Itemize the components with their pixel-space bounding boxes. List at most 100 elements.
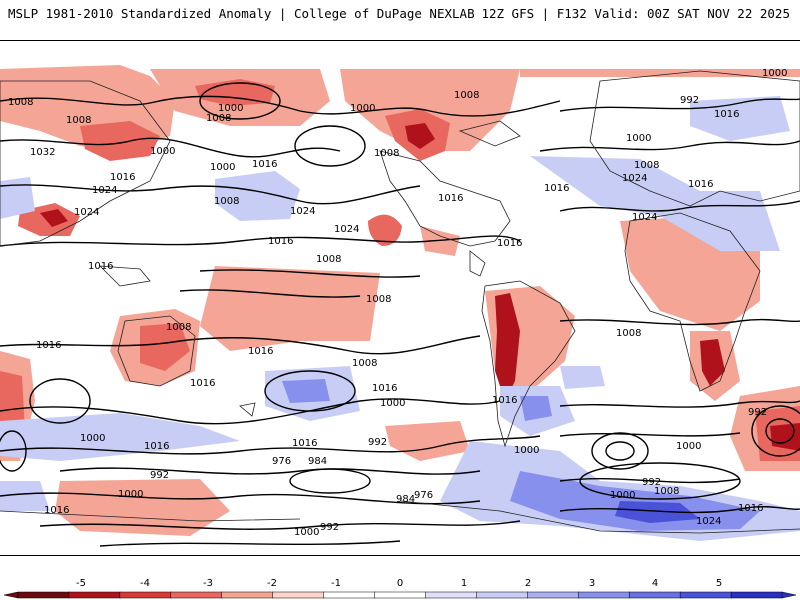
isobar	[0, 435, 541, 455]
isobar-closed	[264, 370, 356, 412]
continent-outline	[624, 212, 761, 392]
anomaly-area	[520, 396, 552, 421]
isobar-label: 1016	[544, 183, 569, 194]
isobar-label: 976	[272, 456, 291, 467]
isobar-label: 1016	[252, 159, 277, 170]
colorbar-segment	[119, 591, 172, 599]
isobar-label: 1016	[497, 238, 522, 249]
colorbar-min-arrow	[3, 591, 19, 599]
isobar-label: 1000	[294, 527, 319, 538]
anomaly-area	[0, 481, 50, 511]
colorbar-tick-label: 0	[397, 578, 403, 589]
colorbar-segment	[221, 591, 274, 599]
isobar-label: 1000	[676, 441, 701, 452]
coastlines	[0, 70, 800, 534]
isobar-closed	[591, 432, 649, 470]
isobar	[0, 235, 521, 247]
anomaly-area	[368, 214, 402, 246]
anomaly-area	[560, 366, 605, 389]
isobar-label: 1016	[688, 179, 713, 190]
colorbar-segment	[272, 591, 325, 599]
colorbar-tick-label: -2	[267, 578, 277, 589]
colorbar-segment	[476, 591, 529, 599]
isobar-label: 1016	[110, 172, 135, 183]
isobar	[59, 467, 481, 475]
isobar-closed	[289, 468, 371, 494]
colorbar-tick-label: 2	[525, 578, 531, 589]
continent-outline	[117, 315, 196, 387]
continent-outline	[469, 250, 486, 277]
anomaly-area	[510, 471, 760, 531]
continent-outline	[589, 70, 800, 207]
isobar-label: 1000	[610, 490, 635, 501]
isobar-label: 1008	[214, 196, 239, 207]
anomaly-area	[140, 323, 190, 371]
isobar-label: 1000	[626, 133, 651, 144]
isobar-label: 1016	[144, 441, 169, 452]
isobar-label: 1000	[380, 398, 405, 409]
anomaly-area	[195, 79, 275, 106]
continent-outline	[239, 402, 256, 417]
isobar	[559, 98, 800, 112]
anomaly-area	[340, 69, 520, 151]
isobar-label: 1024	[290, 206, 315, 217]
isobar-label: 984	[396, 494, 415, 505]
isobar-label: 1008	[166, 322, 191, 333]
isobar-label: 1032	[30, 147, 55, 158]
anomaly-area	[405, 123, 435, 149]
isobar-label: 1024	[632, 212, 657, 223]
isobar	[0, 184, 421, 205]
colorbar-tick-label: -4	[140, 578, 150, 589]
isobar-label: 992	[748, 407, 767, 418]
isobar-label: 1008	[352, 358, 377, 369]
isobar-closed	[294, 125, 366, 167]
isobar	[539, 140, 800, 152]
isobar-label: 1024	[696, 516, 721, 527]
colorbar-segment	[628, 591, 681, 599]
isobar-label: 1008	[206, 113, 231, 124]
isobar-label: 1016	[88, 261, 113, 272]
anomaly-area	[215, 171, 300, 221]
isobar-label: 1008	[374, 148, 399, 159]
colorbar-segment	[374, 591, 427, 599]
anomaly-area	[282, 379, 330, 403]
colorbar-tick-label: 3	[589, 578, 595, 589]
isobar-label: 1016	[268, 236, 293, 247]
isobar	[0, 492, 481, 505]
isobar-closed	[751, 405, 800, 457]
isobar	[0, 335, 481, 355]
colorbar-segment	[170, 591, 223, 599]
anomaly-area	[0, 413, 240, 461]
isobar-closed	[579, 462, 741, 500]
anomaly-shading	[0, 65, 800, 541]
isobar-label: 1024	[74, 207, 99, 218]
isobar-label: 1016	[492, 395, 517, 406]
isobar-label: 1008	[366, 294, 391, 305]
isobar-closed	[605, 441, 635, 461]
isobar-label: 1016	[36, 340, 61, 351]
isobar-closed	[765, 418, 795, 444]
isobar-label: 1016	[44, 505, 69, 516]
colorbar-tick-label: 5	[716, 578, 722, 589]
map-panel: 1008 1008 1032 1016 1024 1024 1016 1000 …	[0, 40, 800, 556]
isobar-label: 1024	[92, 185, 117, 196]
anomaly-area	[700, 339, 725, 386]
isobar-label: 1008	[454, 90, 479, 101]
isobar	[559, 432, 741, 437]
map-title: MSLP 1981-2010 Standardized Anomaly | Co…	[8, 6, 475, 21]
isobar-label: 1000	[218, 103, 243, 114]
anomaly-area	[495, 293, 520, 401]
colorbar-segment	[425, 591, 478, 599]
colorbar-max-arrow	[781, 591, 797, 599]
colorbar-segment	[679, 591, 732, 599]
isobar	[559, 506, 800, 514]
isobar-label: 1016	[714, 109, 739, 120]
colorbar-segment	[578, 591, 630, 599]
isobar-label: 1008	[316, 254, 341, 265]
isobar-label: 992	[642, 477, 661, 488]
isobar-label: 1016	[372, 383, 397, 394]
isobar	[199, 269, 421, 278]
continent-outline	[0, 80, 171, 247]
isobar	[0, 137, 341, 158]
isobar-label: 1008	[66, 115, 91, 126]
